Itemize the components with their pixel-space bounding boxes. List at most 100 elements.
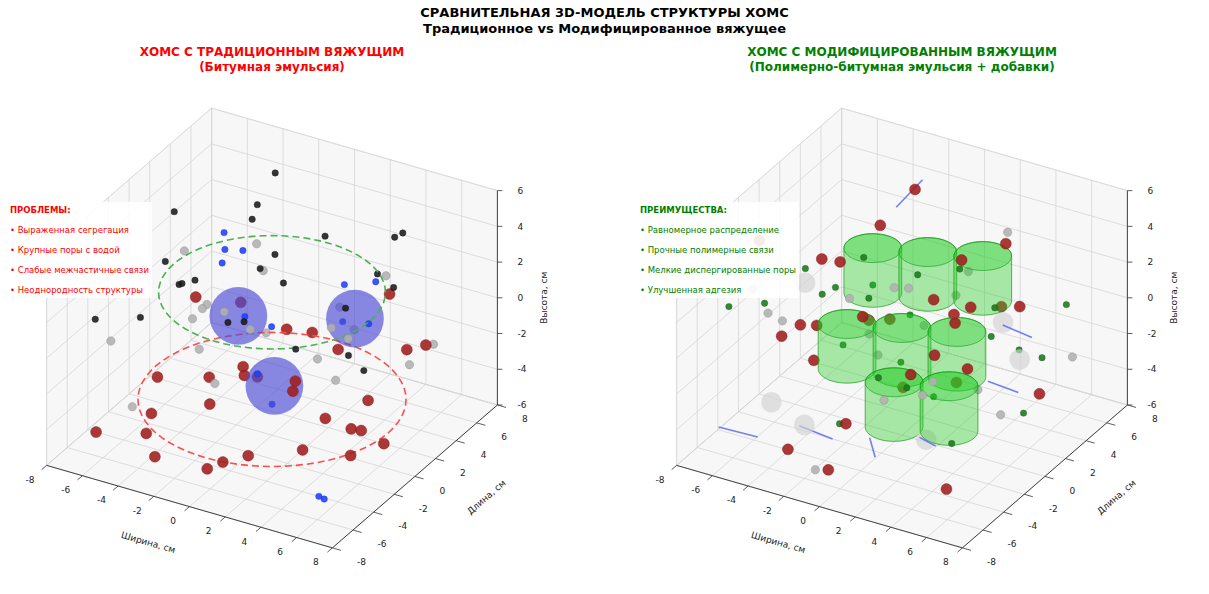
grid-line (47, 322, 498, 465)
point (965, 302, 976, 313)
point (949, 440, 955, 446)
cylinder-top (899, 238, 957, 267)
y-tick-label: 4 (1111, 450, 1117, 460)
y-tick (1045, 476, 1054, 478)
x-tick (256, 527, 261, 531)
x-tick (886, 527, 891, 531)
point (845, 294, 853, 302)
cylinder-top (818, 310, 876, 339)
y-tick-label: -4 (398, 521, 407, 531)
point (962, 363, 973, 374)
sphere (246, 357, 304, 415)
x-tick (113, 486, 118, 490)
y-tick (497, 405, 506, 407)
y-axis-line (332, 405, 497, 548)
x-axis-line (677, 465, 963, 547)
x-axis-title: Ширина, см (750, 530, 806, 555)
y-tick (983, 530, 992, 532)
annotation-item: • Улучшенная адгезия (640, 285, 741, 295)
z-tick (497, 297, 502, 298)
point (928, 294, 939, 305)
y-tick-label: -2 (419, 504, 428, 514)
point (957, 266, 963, 272)
y-tick-label: 8 (522, 414, 528, 424)
grid-line (129, 180, 415, 477)
point (400, 230, 406, 236)
z-tick-label: -2 (1147, 329, 1156, 339)
grid-line (47, 287, 498, 430)
point (929, 377, 937, 385)
y-tick (415, 476, 424, 478)
z-tick (1127, 404, 1132, 405)
figure-subtitle: Традиционное vs Модифицированное вяжущее (423, 21, 786, 36)
z-tick-label: 6 (517, 186, 523, 196)
point (764, 309, 772, 317)
cylinder-body (920, 372, 978, 446)
bond (919, 437, 935, 446)
point (240, 247, 246, 253)
point (1000, 238, 1011, 249)
point (811, 465, 819, 473)
panel-subtitle: (Битумная эмульсия) (199, 60, 345, 74)
point (320, 413, 331, 424)
point (832, 284, 838, 290)
point (761, 300, 767, 306)
y-tick-label: 2 (1090, 468, 1096, 478)
y-tick (477, 423, 486, 425)
y-tick-label: -8 (987, 557, 996, 567)
annotation-heading: ПРОБЛЕМЫ: (10, 205, 71, 215)
panel: -8-6-4-202468-8-6-4-202468-6-4-20246Шири… (637, 45, 1179, 567)
point (217, 457, 228, 468)
z-tick-label: -2 (517, 329, 526, 339)
point (356, 425, 367, 436)
point (361, 367, 367, 373)
bond (719, 427, 758, 437)
point (141, 428, 152, 439)
point (405, 361, 413, 369)
point (249, 216, 255, 222)
z-tick-label: -4 (1147, 364, 1156, 374)
y-tick-label: 0 (439, 486, 445, 496)
point (875, 375, 881, 381)
x-axis-title: Ширина, см (120, 530, 176, 555)
x-tick-label: -8 (26, 475, 35, 485)
y-tick (394, 494, 403, 496)
z-tick-label: 6 (1147, 186, 1153, 196)
point (1034, 388, 1045, 399)
annotation-heading: ПРЕИМУЩЕСТВА: (640, 205, 727, 215)
x-tick (707, 476, 712, 480)
z-tick (497, 190, 502, 191)
bond (1003, 325, 1032, 338)
point (840, 418, 851, 429)
grid-line (784, 139, 949, 496)
y-tick-label: -8 (357, 557, 366, 567)
y-tick (1086, 441, 1095, 443)
grid-line (332, 191, 497, 548)
point (297, 444, 308, 455)
x-tick-label: 4 (242, 537, 248, 547)
z-tick (1127, 190, 1132, 191)
annotation-item: • Прочные полимерные связи (640, 245, 774, 255)
point (91, 427, 102, 438)
point (128, 403, 136, 411)
point (795, 319, 806, 330)
y-tick (1127, 405, 1136, 407)
panel-title: ХОМС С ТРАДИЦИОННЫМ ВЯЖУЩИМ (140, 45, 405, 59)
point (401, 344, 412, 355)
z-tick (1127, 369, 1132, 370)
y-tick-label: 0 (1069, 486, 1075, 496)
cylinder-top (928, 318, 986, 347)
z-tick-label: 2 (1147, 257, 1153, 267)
point (880, 396, 888, 404)
point (345, 352, 351, 358)
point (257, 265, 263, 271)
annotation-item: • Неоднородность структуры (10, 285, 143, 295)
point (246, 325, 254, 333)
z-tick (497, 226, 502, 227)
y-tick (1024, 494, 1033, 496)
point (996, 411, 1004, 419)
cylinder-top (873, 314, 931, 343)
point (152, 372, 163, 383)
point (382, 272, 390, 280)
point (1039, 355, 1045, 361)
